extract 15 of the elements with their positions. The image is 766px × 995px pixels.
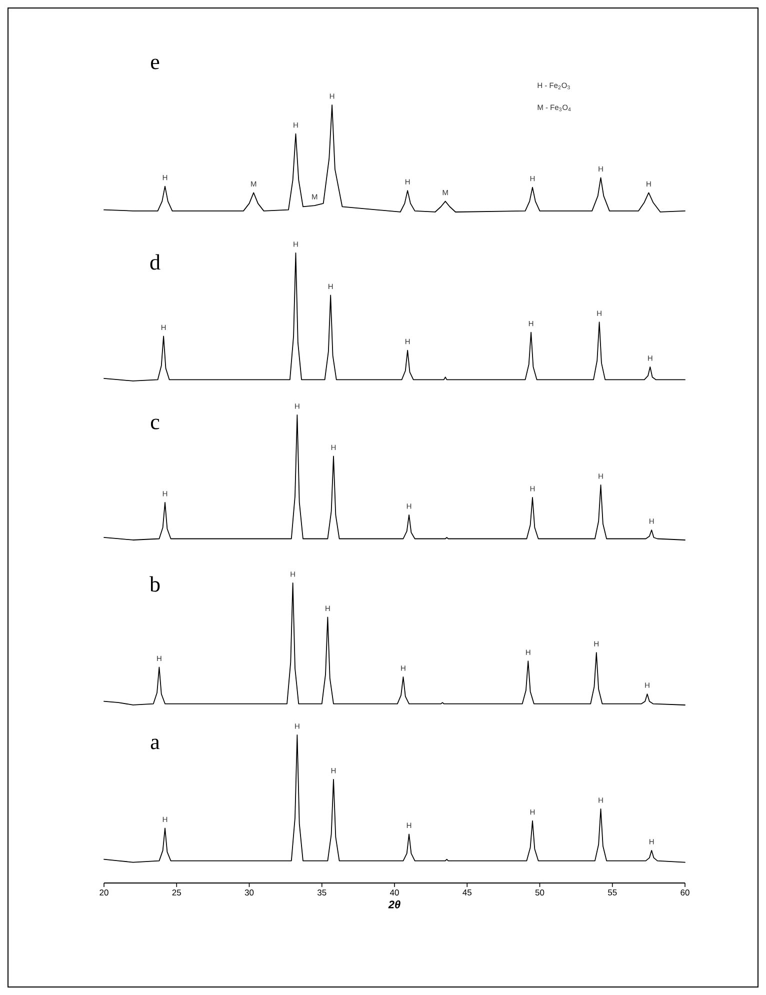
x-axis-title: 2θ	[388, 900, 400, 908]
x-tick-label: 60	[680, 890, 690, 896]
x-tick-label: 20	[100, 890, 108, 896]
x-tick-label: 25	[172, 890, 181, 896]
chart-title: d	[150, 254, 160, 270]
x-tick-label: 35	[317, 890, 326, 896]
x-tick-label: 45	[462, 890, 472, 896]
x-tick-label: 50	[535, 890, 544, 896]
x-tick-label: 40	[390, 890, 399, 896]
x-tick-label: 30	[244, 890, 254, 896]
chart-title: c	[150, 418, 160, 430]
x-tick-label: 55	[608, 890, 617, 896]
chart-title: b	[150, 576, 160, 592]
chart-title: a	[150, 738, 160, 750]
chart-title: e	[151, 58, 160, 70]
